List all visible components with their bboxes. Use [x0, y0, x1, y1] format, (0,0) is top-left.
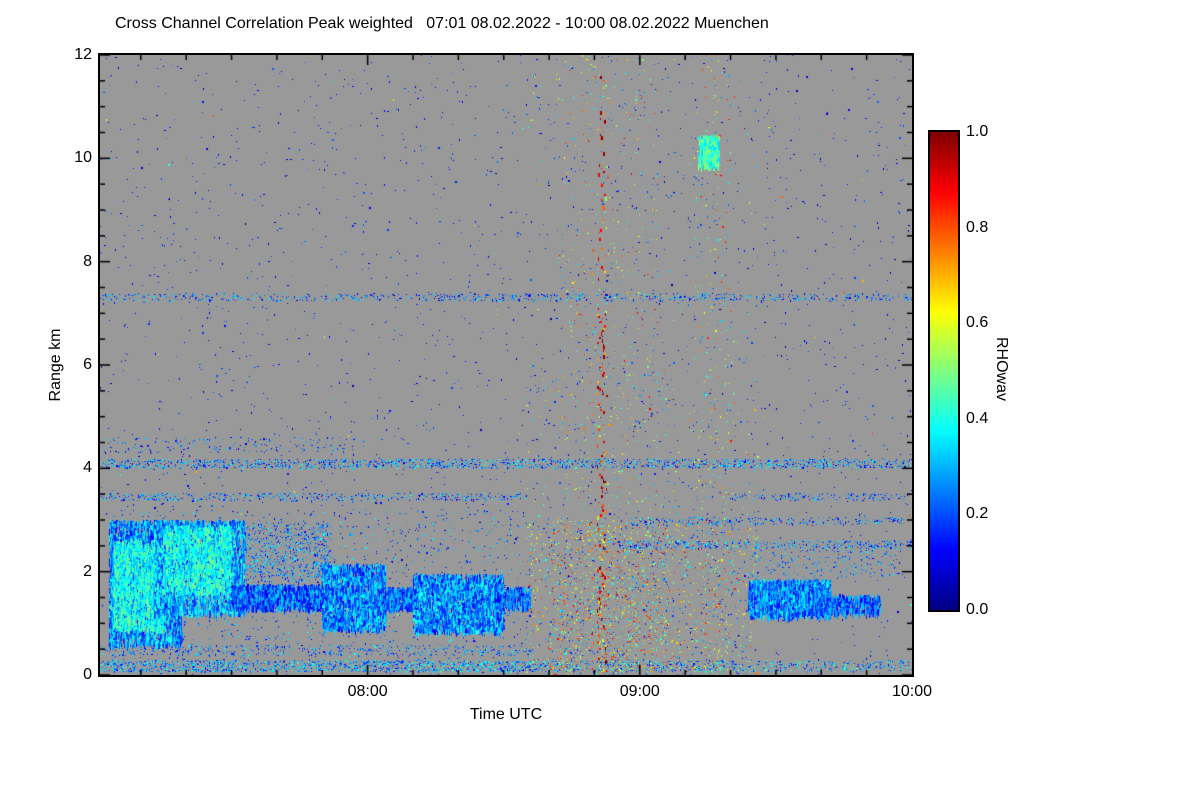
- colorbar-tick-label: 0.2: [966, 505, 989, 523]
- y-tick-label: 4: [83, 459, 92, 477]
- x-tick-label: 09:00: [619, 683, 660, 700]
- plot-title: Cross Channel Correlation Peak weighted …: [115, 15, 769, 32]
- x-tick-label: 10:00: [891, 683, 933, 700]
- colorbar-tick-label: 0.4: [966, 409, 989, 427]
- x-tick-label: 08:00: [347, 683, 388, 700]
- colorbar-tick-label: 0.6: [966, 314, 989, 332]
- y-tick-label: 6: [83, 356, 92, 373]
- colorbar-canvas: [930, 132, 958, 610]
- y-tick-label: 12: [74, 46, 92, 63]
- y-tick-label: 2: [83, 562, 92, 580]
- colorbar-tick-label: 0.0: [966, 601, 989, 618]
- plot-frame: [98, 53, 914, 677]
- y-tick-label: 10: [74, 149, 92, 167]
- y-tick-label: 0: [83, 666, 92, 683]
- colorbar-tick-label: 1.0: [966, 123, 989, 140]
- colorbar-frame: [928, 130, 960, 612]
- colorbar-label: RHOwav: [993, 336, 1010, 401]
- y-tick-label: 8: [83, 252, 92, 270]
- x-axis-label: Time UTC: [469, 706, 543, 723]
- colorbar-tick-label: 0.8: [966, 218, 989, 236]
- heatmap-canvas: [100, 55, 912, 675]
